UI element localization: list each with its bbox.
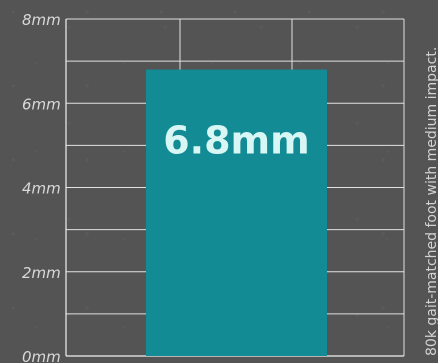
data-label: 6.8mm (163, 119, 310, 163)
label-layer: 6.8mm (163, 119, 310, 163)
y-tick-label: 4mm (22, 180, 61, 198)
bar (146, 69, 327, 357)
axis-layer: 0mm 2mm 4mm 6mm 8mm (22, 11, 61, 363)
y-tick-label: 0mm (22, 348, 61, 363)
y-tick-label: 8mm (22, 11, 61, 29)
bar-layer (146, 69, 327, 357)
side-annotation: 80k gait-matched foot with medium impact… (424, 47, 438, 356)
y-tick-label: 2mm (22, 264, 61, 282)
y-tick-label: 6mm (22, 95, 61, 113)
